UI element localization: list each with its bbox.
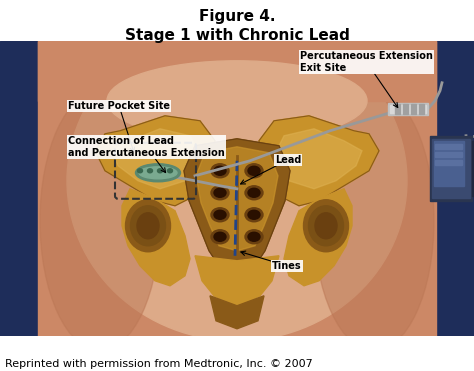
- Bar: [403, 104, 408, 114]
- Ellipse shape: [214, 232, 226, 241]
- Polygon shape: [284, 189, 352, 286]
- Text: Connection of Lead
and Percutaneous Extension: Connection of Lead and Percutaneous Exte…: [68, 136, 225, 173]
- Ellipse shape: [157, 169, 163, 173]
- Polygon shape: [196, 147, 278, 251]
- Ellipse shape: [40, 91, 160, 351]
- Ellipse shape: [245, 208, 263, 222]
- Polygon shape: [195, 256, 279, 305]
- Ellipse shape: [130, 206, 165, 246]
- Bar: [435, 160, 462, 165]
- Bar: [436, 41, 474, 336]
- Ellipse shape: [211, 230, 229, 244]
- Ellipse shape: [137, 213, 159, 239]
- Ellipse shape: [314, 91, 434, 351]
- Text: Tines: Tines: [241, 251, 301, 271]
- Bar: [435, 152, 462, 157]
- Polygon shape: [259, 116, 379, 206]
- Ellipse shape: [139, 167, 177, 179]
- Ellipse shape: [214, 166, 226, 175]
- Bar: [435, 144, 462, 149]
- Ellipse shape: [214, 210, 226, 219]
- Bar: [395, 104, 400, 114]
- Ellipse shape: [136, 164, 181, 182]
- Ellipse shape: [137, 169, 143, 173]
- Text: Reprinted with permission from Medtronic, Inc. © 2007: Reprinted with permission from Medtronic…: [5, 359, 312, 369]
- Ellipse shape: [248, 210, 260, 219]
- Bar: [430, 136, 472, 201]
- Ellipse shape: [167, 169, 173, 173]
- Ellipse shape: [248, 232, 260, 241]
- Text: Future Pocket Site: Future Pocket Site: [68, 101, 170, 152]
- Ellipse shape: [67, 21, 407, 341]
- Bar: [472, 141, 474, 196]
- Ellipse shape: [248, 166, 260, 175]
- Text: Stage 1 with Chronic Lead: Stage 1 with Chronic Lead: [125, 28, 349, 43]
- Bar: [434, 141, 464, 186]
- Bar: [388, 103, 428, 115]
- Ellipse shape: [245, 186, 263, 200]
- Text: Percutaneous Extension
Exit Site: Percutaneous Extension Exit Site: [300, 51, 433, 108]
- Ellipse shape: [245, 230, 263, 244]
- Ellipse shape: [315, 213, 337, 239]
- Ellipse shape: [147, 169, 153, 173]
- Polygon shape: [210, 296, 264, 329]
- Ellipse shape: [211, 164, 229, 178]
- Bar: [419, 104, 424, 114]
- Text: Figure 4.: Figure 4.: [199, 9, 275, 24]
- Ellipse shape: [211, 208, 229, 222]
- Polygon shape: [184, 139, 290, 271]
- Polygon shape: [122, 189, 190, 286]
- Bar: [432, 139, 470, 198]
- Ellipse shape: [248, 188, 260, 197]
- Text: Lead: Lead: [241, 155, 301, 184]
- Polygon shape: [95, 116, 215, 206]
- Ellipse shape: [245, 164, 263, 178]
- Polygon shape: [274, 129, 362, 189]
- Ellipse shape: [107, 61, 367, 141]
- Ellipse shape: [211, 186, 229, 200]
- Bar: [411, 104, 416, 114]
- Bar: [38, 41, 436, 336]
- Ellipse shape: [126, 200, 171, 252]
- Ellipse shape: [214, 188, 226, 197]
- Ellipse shape: [309, 206, 344, 246]
- Polygon shape: [112, 129, 200, 189]
- Ellipse shape: [303, 200, 348, 252]
- Bar: [390, 105, 426, 113]
- Bar: [38, 41, 436, 101]
- Bar: [0, 41, 38, 336]
